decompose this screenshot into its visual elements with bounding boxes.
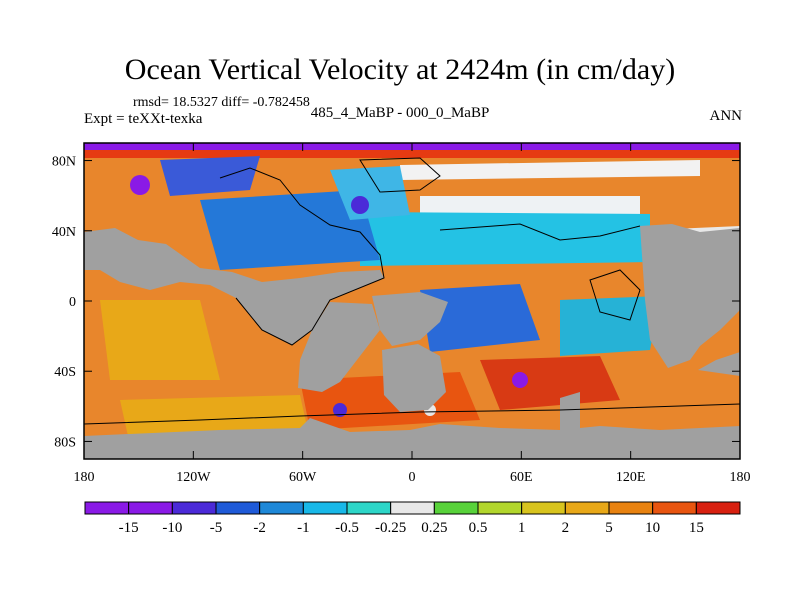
coastline-outline-4	[589, 269, 641, 321]
map-title: Ocean Vertical Velocity at 2424m (in cm/…	[124, 53, 676, 86]
lon-tick-label: 0	[409, 470, 416, 485]
arctic-band	[84, 150, 740, 158]
colorbar-box	[695, 501, 741, 515]
east-cyan-region	[560, 296, 660, 356]
lon-tick-label: 180	[730, 470, 751, 485]
coastline-outlines	[84, 157, 740, 425]
colorbar: -15 -10 -5 -2 -1 -0.5 -0.25 0.25 0.5 1 2 5 10 15	[84, 501, 741, 536]
colorbar-label: 0.25	[421, 520, 447, 536]
colorbar-box	[433, 501, 479, 515]
lat-tick-label: 40S	[54, 365, 76, 380]
purple-patch-4	[333, 403, 347, 417]
field-layer	[84, 143, 740, 459]
north-pacific-blue	[160, 156, 260, 196]
colorbar-label: -2	[253, 520, 266, 536]
colorbar-box	[652, 501, 697, 515]
colorbar-label: -10	[162, 520, 182, 536]
colorbar-box	[84, 501, 130, 515]
land-masses	[84, 224, 740, 459]
land-east-fragment	[698, 352, 740, 376]
colorbar-label: -15	[119, 520, 139, 536]
colorbar-box	[171, 501, 217, 515]
colorbar-label: 1	[518, 520, 526, 536]
colorbar-label: 5	[605, 520, 613, 536]
land-south-island	[560, 392, 580, 446]
colorbar-label: 0.5	[469, 520, 488, 536]
purple-patch-1	[130, 175, 150, 195]
coastline-outline-3	[439, 223, 641, 241]
lon-tick-label: 120E	[616, 470, 646, 485]
colorbar-box	[564, 501, 610, 515]
experiment-subtitle: 485_4_MaBP - 000_0_MaBP	[310, 105, 490, 121]
colorbar-box	[259, 501, 304, 515]
rmsd-diff-stats: rmsd= 18.5327 diff= -0.782458	[133, 95, 310, 110]
colorbar-label: 10	[645, 520, 660, 536]
experiment-label: Expt = teXXt-texka	[84, 111, 203, 127]
colorbar-label: 15	[689, 520, 704, 536]
land-north-america	[84, 228, 384, 345]
lon-tick-label: 180	[74, 470, 95, 485]
colorbar-label: -1	[297, 520, 310, 536]
colorbar-box	[477, 501, 523, 515]
colorbar-label: 2	[562, 520, 570, 536]
colorbar-box	[128, 501, 173, 515]
colorbar-label: -0.5	[335, 520, 359, 536]
colorbar-box	[302, 501, 348, 515]
axis-layer: 80N 40N 0 40S 80S 180 120W 60W 0 60E 120E 180	[52, 143, 751, 485]
lat-tick-label: 0	[69, 295, 76, 310]
lon-tick-label: 60E	[510, 470, 533, 485]
lat-tick-label: 80S	[54, 435, 76, 450]
season-label: ANN	[709, 108, 743, 124]
lat-tick-label: 80N	[52, 155, 76, 170]
colorbar-label: -5	[210, 520, 223, 536]
north-atlantic-cyan	[330, 166, 410, 220]
lon-tick-label: 60W	[289, 470, 317, 485]
coastline-outline-1	[219, 167, 385, 346]
land-asia-australia	[640, 224, 740, 368]
land-south-america	[298, 302, 380, 392]
coastline-outline-5	[84, 403, 740, 425]
colorbar-label: -0.25	[375, 520, 406, 536]
colorbar-box	[521, 501, 566, 515]
purple-patch-3	[512, 372, 528, 388]
colorbar-box	[346, 501, 392, 515]
lon-tick-label: 120W	[176, 470, 211, 485]
land-antarctica	[84, 418, 740, 459]
land-west-africa	[372, 292, 448, 346]
colorbar-box	[390, 501, 435, 515]
north-white-band	[400, 160, 700, 180]
atlantic-cyan-region	[360, 212, 650, 266]
land-southern-africa	[382, 344, 446, 412]
purple-patch-2	[351, 196, 369, 214]
coastline-outline-2	[359, 157, 441, 193]
colorbar-box	[608, 501, 654, 515]
lat-tick-label: 40N	[52, 225, 76, 240]
tethys-blue-region	[420, 284, 540, 352]
pacific-blue-region	[200, 190, 380, 270]
south-pacific-yellow	[100, 300, 220, 380]
south-indian-red	[480, 356, 620, 410]
colorbar-box	[215, 501, 261, 515]
